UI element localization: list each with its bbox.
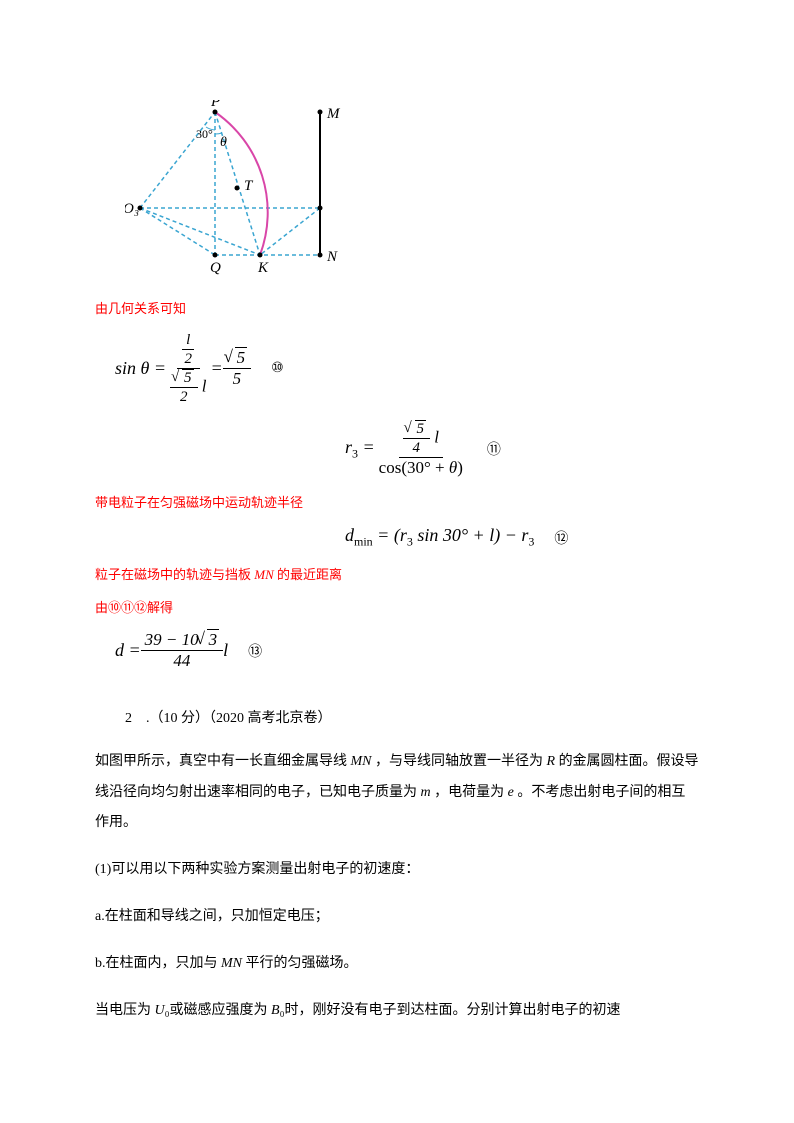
eq-marker-11: ⑪ <box>487 439 501 459</box>
svg-text:Q: Q <box>210 260 221 275</box>
eq-marker-13: ⑬ <box>248 641 262 661</box>
eq-marker-10: ⑩ <box>271 360 284 377</box>
equation-13: d = 39 − 103 44 l ⑬ <box>115 630 699 672</box>
note-solve: 由⑩⑪⑫解得 <box>95 597 699 616</box>
problem-header: 2 .（10 分）（2020 高考北京卷） <box>125 707 699 727</box>
problem-p3: a.在柱面和导线之间，只加恒定电压； <box>95 902 699 933</box>
problem-p2: (1)可以用以下两种实验方案测量出射电子的初速度： <box>95 855 699 886</box>
equation-11: r3 = 54 l cos(30° + θ) ⑪ <box>95 420 699 478</box>
note-geometry: 由几何关系可知 <box>95 298 699 317</box>
problem-p1: 如图甲所示，真空中有一长直细金属导线 MN ，与导线同轴放置一半径为 R 的金属… <box>95 747 699 839</box>
equation-10: sin θ = l 2 52 l = 5 5 ⑩ <box>115 331 699 406</box>
eq-marker-12: ⑫ <box>554 528 568 548</box>
geometry-diagram: O₃ P Q K T M N 30° θ <box>125 100 699 280</box>
svg-text:O₃: O₃ <box>125 201 139 217</box>
note-radius: 带电粒子在匀强磁场中运动轨迹半径 <box>95 492 699 511</box>
svg-text:M: M <box>326 106 341 122</box>
svg-text:K: K <box>257 260 269 275</box>
problem-p4: b.在柱面内，只加与 MN 平行的匀强磁场。 <box>95 949 699 980</box>
svg-text:T: T <box>244 178 254 194</box>
problem-p5: 当电压为 U₀或磁感应强度为 B₀时，刚好没有电子到达柱面。分别计算出射电子的初… <box>95 996 699 1027</box>
svg-text:θ: θ <box>220 135 227 150</box>
svg-text:N: N <box>326 249 338 265</box>
note-distance: 粒子在磁场中的轨迹与挡板 MN 的最近距离 <box>95 564 699 583</box>
svg-text:30°: 30° <box>196 127 213 141</box>
equation-12: dmin = (r3 sin 30° + l) − r3 ⑫ <box>95 525 699 550</box>
svg-text:P: P <box>210 100 220 110</box>
